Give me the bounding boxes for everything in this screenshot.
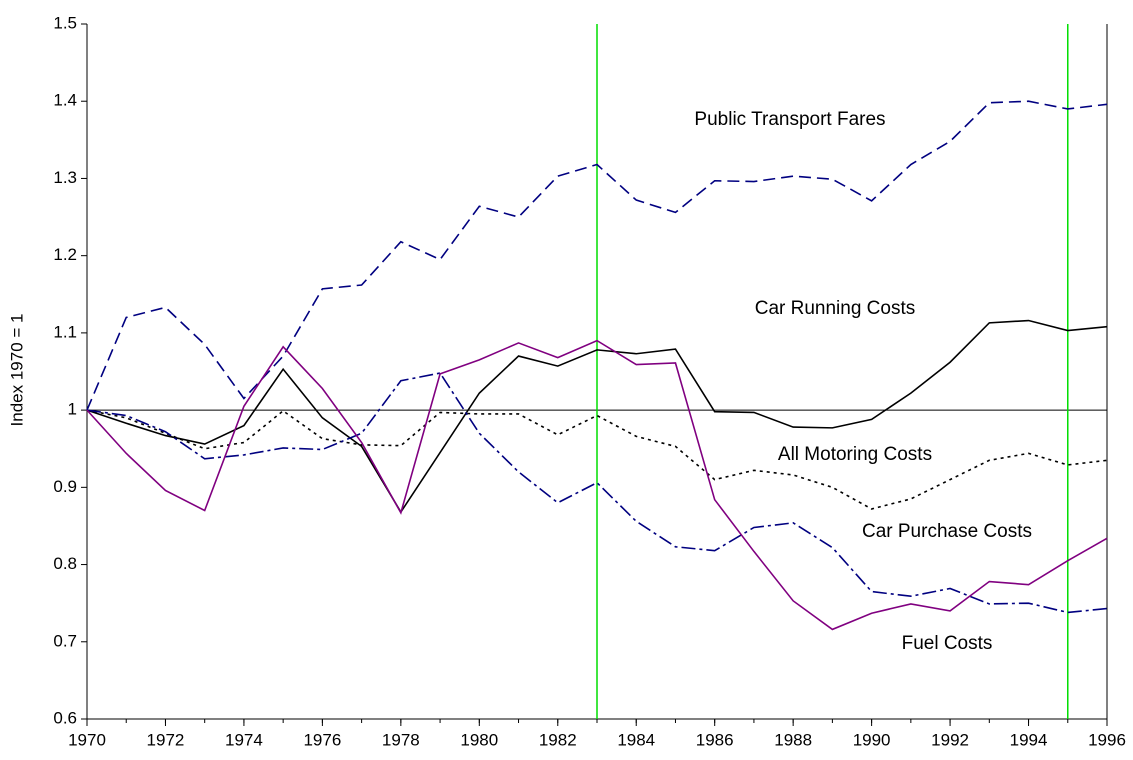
- y-tick-label: 1: [68, 400, 77, 419]
- y-tick-label: 1.1: [53, 322, 77, 341]
- x-tick-label: 1996: [1088, 730, 1126, 749]
- series-label: Car Purchase Costs: [862, 521, 1032, 542]
- x-tick-label: 1972: [147, 730, 185, 749]
- y-tick-label: 1.5: [53, 13, 77, 32]
- y-tick-label: 0.7: [53, 631, 77, 650]
- series-line: [86, 409, 1108, 510]
- series-label: Car Running Costs: [755, 298, 916, 319]
- x-tick-label: 1970: [68, 730, 106, 749]
- series-line: [86, 100, 1108, 411]
- x-tick-label: 1978: [382, 730, 420, 749]
- series-line: [86, 372, 1108, 614]
- x-tick-label: 1976: [303, 730, 341, 749]
- y-tick-label: 0.8: [53, 554, 77, 573]
- x-tick-label: 1986: [696, 730, 734, 749]
- series-label: All Motoring Costs: [778, 444, 932, 465]
- y-tick-label: 1.4: [53, 91, 77, 110]
- y-tick-label: 1.3: [53, 168, 77, 187]
- x-tick-label: 1982: [539, 730, 577, 749]
- x-tick-label: 1994: [1010, 730, 1048, 749]
- x-tick-label: 1984: [617, 730, 655, 749]
- y-tick-label: 1.2: [53, 245, 77, 264]
- y-tick-label: 0.9: [53, 477, 77, 496]
- y-axis-title: Index 1970 = 1: [7, 314, 26, 427]
- series-label: Fuel Costs: [902, 633, 993, 654]
- x-tick-label: 1990: [853, 730, 891, 749]
- series-label: Public Transport Fares: [694, 109, 885, 130]
- x-tick-label: 1974: [225, 730, 263, 749]
- y-tick-label: 0.6: [53, 708, 77, 727]
- x-tick-label: 1980: [460, 730, 498, 749]
- x-tick-label: 1992: [931, 730, 969, 749]
- series-line: [86, 319, 1108, 514]
- x-tick-label: 1988: [774, 730, 812, 749]
- series-line: [86, 339, 1108, 631]
